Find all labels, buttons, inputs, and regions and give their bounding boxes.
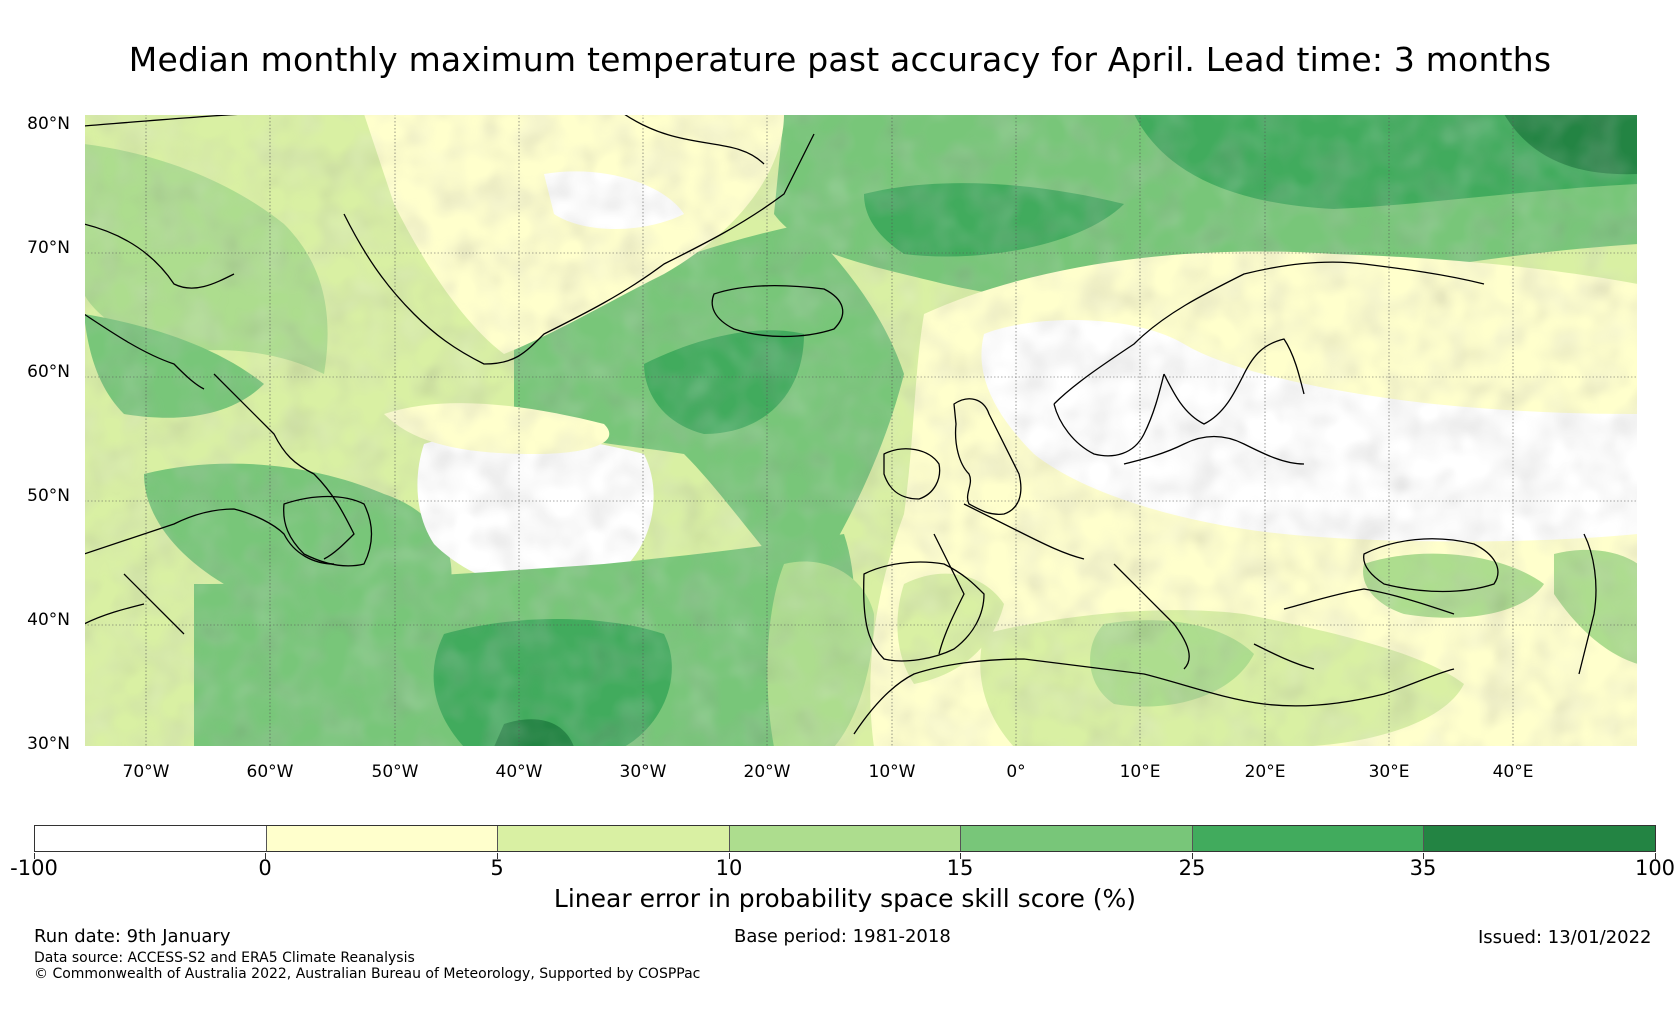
colorbar-segment (961, 826, 1193, 851)
coast-caspian (1578, 533, 1597, 675)
lon-label-10e: 10°E (1119, 762, 1161, 782)
colorbar-tick (1192, 853, 1193, 859)
coast-iberia (863, 561, 985, 662)
coastlines (84, 114, 1597, 735)
lon-label-30w: 30°W (619, 762, 667, 782)
colorbar-tick-label: -100 (10, 856, 58, 880)
colorbar-tick-label: 0 (258, 856, 272, 880)
run-date: Run date: 9th January (34, 926, 231, 947)
colorbar-tick-label: 15 (946, 856, 974, 880)
lon-label-20e: 20°E (1244, 762, 1286, 782)
base-period: Base period: 1981-2018 (734, 926, 951, 947)
lat-label-30n: 30°N (27, 734, 70, 754)
coast-turkey (1253, 588, 1455, 670)
colorbar-segment (498, 826, 730, 851)
colorbar-segment (1424, 826, 1656, 851)
colorbar-segment (266, 826, 499, 851)
coast-italy (1113, 563, 1190, 670)
colorbar (34, 825, 1656, 852)
colorbar-tick (1423, 853, 1424, 859)
colorbar-segment (35, 826, 267, 851)
coast-ireland (883, 448, 941, 500)
colorbar-tick (729, 853, 730, 859)
data-source: Data source: ACCESS-S2 and ERA5 Climate … (34, 950, 415, 966)
colorbar-segment (729, 826, 962, 851)
coast-iceland (711, 285, 844, 338)
colorbar-tick (1655, 853, 1656, 859)
lon-label-30e: 30°E (1368, 762, 1410, 782)
skill-score-map (84, 114, 1638, 747)
colorbar-tick-label: 100 (1634, 856, 1676, 880)
field-texture (84, 114, 1638, 747)
coast-baltic (1123, 435, 1305, 465)
colorbar-segment (1192, 826, 1425, 851)
lon-label-0: 0° (1006, 762, 1026, 782)
colorbar-tick (34, 853, 35, 859)
colorbar-title: Linear error in probability space skill … (553, 884, 1137, 913)
lon-label-40e: 40°E (1492, 762, 1534, 782)
coast-sweden (1163, 338, 1305, 425)
chart-title: Median monthly maximum temperature past … (128, 40, 1552, 79)
coast-newfoundland (283, 495, 373, 567)
colorbar-tick-label: 5 (490, 856, 504, 880)
lon-label-50w: 50°W (371, 762, 419, 782)
coast-north-africa (853, 658, 1455, 735)
coast-labrador (84, 223, 355, 635)
colorbar-tick (960, 853, 961, 859)
colorbar-tick-label: 25 (1178, 856, 1206, 880)
issued-date: Issued: 13/01/2022 (1478, 927, 1652, 948)
coast-france (933, 503, 1085, 655)
lat-label-50n: 50°N (27, 486, 70, 506)
colorbar-tick-label: 10 (715, 856, 743, 880)
lat-label-60n: 60°N (27, 362, 70, 382)
lon-label-70w: 70°W (122, 762, 170, 782)
lon-label-60w: 60°W (246, 762, 294, 782)
coast-black-sea (1363, 538, 1499, 593)
colorbar-tick (497, 853, 498, 859)
colorbar-tick (265, 853, 266, 859)
lon-label-20w: 20°W (743, 762, 791, 782)
colorbar-tick-label: 35 (1409, 856, 1437, 880)
lon-label-10w: 10°W (868, 762, 916, 782)
coast-britain (953, 398, 1022, 515)
lat-label-70n: 70°N (27, 238, 70, 258)
coast-norway (1053, 261, 1485, 457)
lon-label-40w: 40°W (495, 762, 543, 782)
lat-label-80n: 80°N (27, 114, 70, 134)
copyright: © Commonwealth of Australia 2022, Austra… (34, 966, 701, 982)
lat-label-40n: 40°N (27, 610, 70, 630)
